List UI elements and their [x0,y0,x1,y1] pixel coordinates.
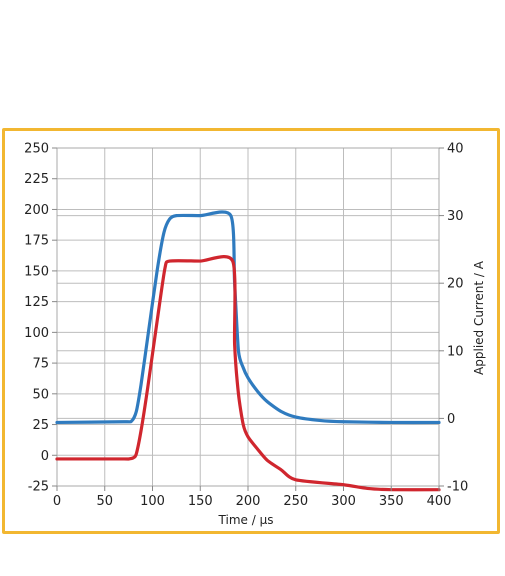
left-tick-label: 200 [24,203,49,218]
x-tick-label: 300 [331,494,356,509]
x-tick-label: 350 [379,494,404,509]
left-tick-label: 0 [41,449,49,464]
right-tick-label: 10 [447,344,464,359]
left-tick-label: 250 [24,142,49,157]
left-tick-label: 225 [24,172,49,187]
x-tick-label: 400 [427,494,452,509]
right-tick-label: 30 [447,209,464,224]
left-tick-label: 175 [24,234,49,249]
series-line-1 [55,210,441,425]
series-layer [55,210,441,492]
right-tick-label: 20 [447,277,464,292]
x-tick-label: 50 [96,494,113,509]
x-axis-title: Time / μs [218,513,274,527]
right-tick-label: 0 [447,412,455,427]
right-y-axis: -10 0 10 20 30 40 [439,142,468,495]
left-tick-label: 75 [32,357,49,372]
x-tick-label: 250 [283,494,308,509]
right-tick-label: -10 [447,480,468,495]
left-y-axis: -25 0 25 50 75 100 125 150 175 200 225 250 [24,142,57,495]
left-tick-label: -25 [28,480,49,495]
x-tick-label: 0 [53,494,61,509]
series-line-2 [55,255,441,492]
x-tick-label: 100 [140,494,165,509]
x-tick-label: 150 [188,494,213,509]
left-tick-label: 150 [24,264,49,279]
left-tick-label: 50 [32,387,49,402]
right-tick-label: 40 [447,142,464,157]
right-axis-title: Applied Current / A [472,260,486,375]
left-tick-label: 125 [24,295,49,310]
x-axis: 0 50 100 150 200 250 300 350 400 [53,486,452,509]
x-tick-label: 200 [236,494,261,509]
chart-frame: -25 0 25 50 75 100 125 150 175 200 225 250 -10 0 10 20… [2,128,500,534]
left-tick-label: 100 [24,326,49,341]
left-tick-label: 25 [32,418,49,433]
